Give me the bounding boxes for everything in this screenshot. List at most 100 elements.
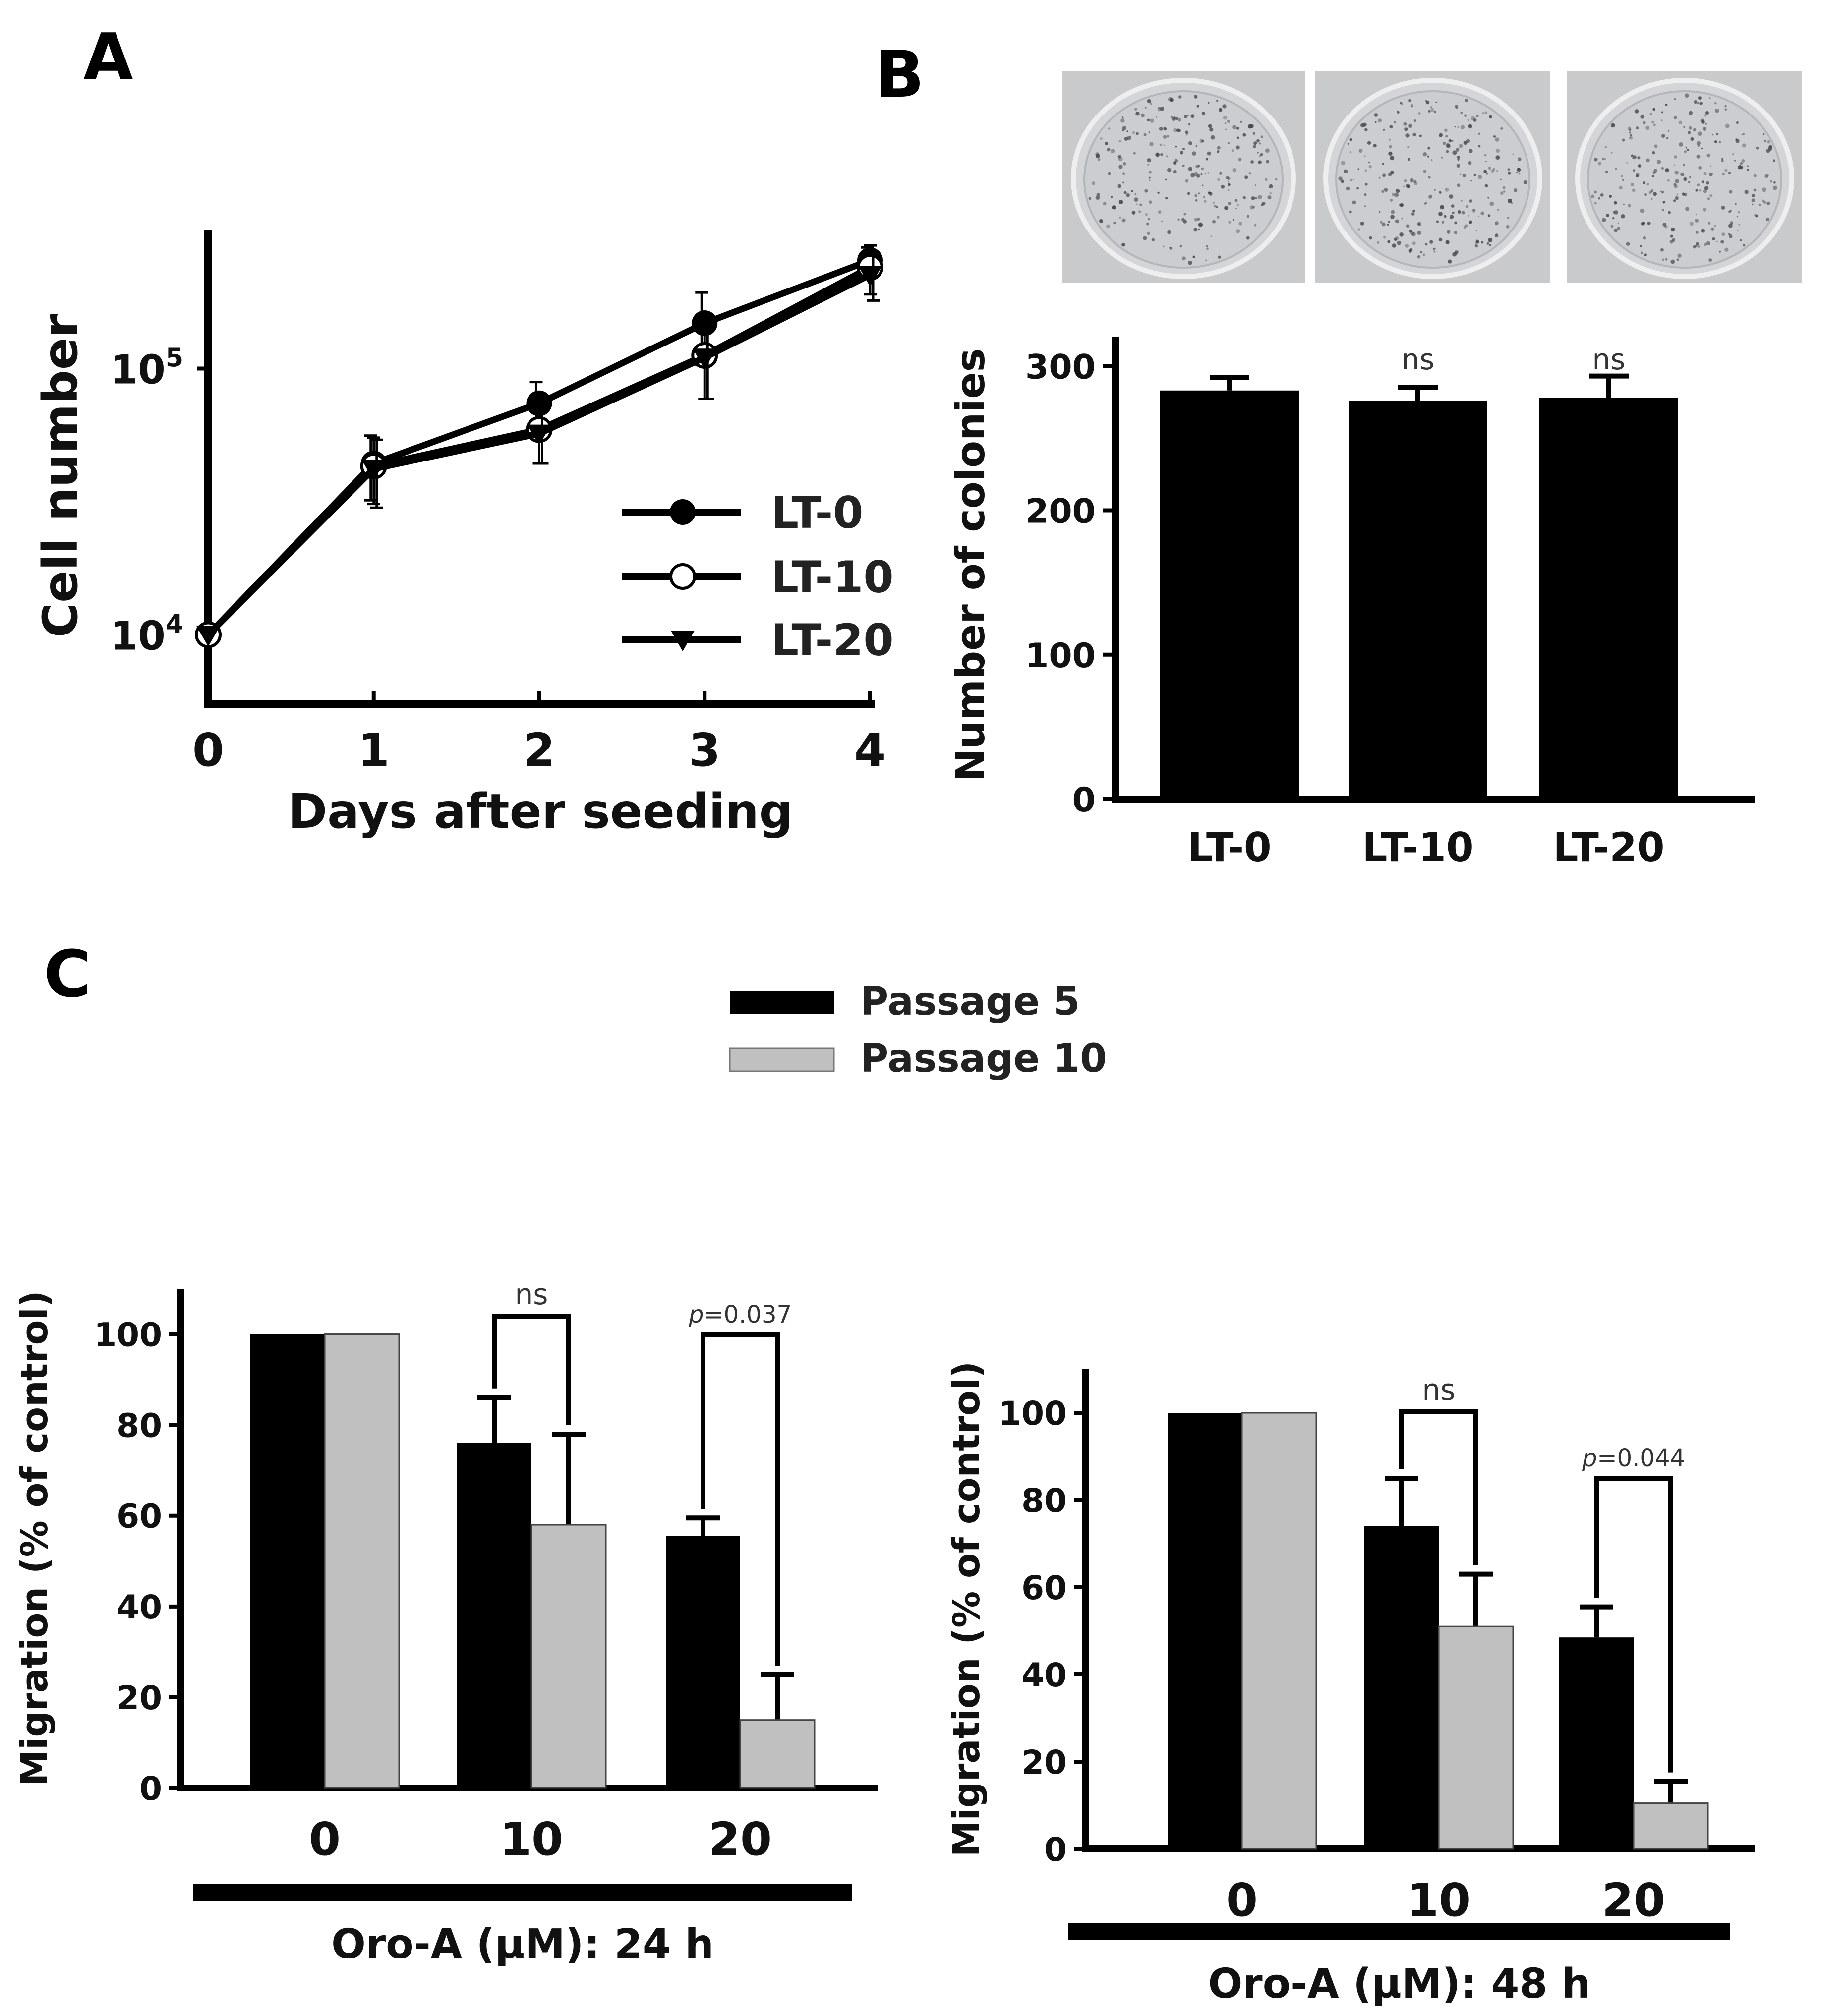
colony-dot <box>1670 259 1675 264</box>
dish-lt-0 <box>1062 71 1305 283</box>
colony-dot <box>1127 135 1132 140</box>
colony-dot <box>1451 204 1455 208</box>
colony-dot <box>1419 134 1422 137</box>
colony-dot <box>1650 198 1653 200</box>
colony-dot <box>1257 195 1262 199</box>
colony-dot <box>1430 108 1434 112</box>
colony-dot <box>1511 202 1513 205</box>
colony-dot <box>1143 133 1147 137</box>
colony-dot <box>1475 230 1477 231</box>
colony-dot <box>1762 199 1764 202</box>
colony-dot <box>1380 221 1383 224</box>
colony-dot <box>1600 193 1604 197</box>
colony-dot <box>1661 111 1663 114</box>
colony-dot <box>1491 170 1494 173</box>
colony-dot <box>1401 218 1403 220</box>
colony-dot <box>1389 125 1393 129</box>
colony-dot <box>1246 236 1250 240</box>
colony-dot <box>1149 179 1151 181</box>
colony-dot <box>1358 149 1363 153</box>
colony-dot <box>1157 108 1161 112</box>
colony-dot <box>1513 188 1518 192</box>
colony-dot <box>1611 123 1615 128</box>
colony-dot <box>1662 223 1667 227</box>
colony-dot <box>1732 153 1734 155</box>
colony-dot <box>1195 199 1198 202</box>
colony-dot <box>1673 183 1676 186</box>
colony-dot <box>1452 140 1454 142</box>
colony-dot <box>1593 190 1597 194</box>
y-tick-label: 200 <box>1025 492 1096 531</box>
colony-dot <box>1473 118 1477 122</box>
colony-dot <box>1261 203 1264 206</box>
colony-dot <box>1697 102 1700 105</box>
x-tick-label: LT-0 <box>1187 824 1271 870</box>
colony-dot <box>1703 172 1707 175</box>
colony-dot <box>1661 134 1665 138</box>
colony-dot <box>1628 204 1631 208</box>
colony-dot <box>1668 130 1670 132</box>
colony-dot <box>1444 128 1448 132</box>
colony-dot <box>1764 139 1767 142</box>
colony-dot <box>1445 240 1450 244</box>
colony-dot <box>1238 158 1242 162</box>
legend-passage: Passage 5 Passage 10 <box>729 979 1107 1081</box>
colony-dot <box>1227 142 1230 144</box>
colony-dot <box>1477 215 1480 218</box>
colony-dot <box>1224 206 1229 210</box>
colony-dot <box>1506 225 1510 229</box>
colony-dot <box>1216 100 1219 102</box>
colony-dot <box>1431 159 1433 161</box>
colony-dot <box>1461 211 1465 215</box>
legend-marker-lt-10 <box>669 563 696 590</box>
colony-dot <box>1507 216 1510 219</box>
colony-dot <box>1190 114 1195 118</box>
colony-dot <box>1741 159 1745 163</box>
significance-label: ns <box>1592 343 1626 376</box>
bar-passage-10-10 <box>530 1524 607 1789</box>
colony-dot <box>1158 107 1160 109</box>
colony-dot <box>1751 198 1755 202</box>
colony-dot <box>1405 244 1409 248</box>
colony-dot <box>1175 116 1178 120</box>
colony-dot <box>1665 168 1669 173</box>
colony-dot <box>1172 117 1175 121</box>
colony-dot <box>1389 145 1393 149</box>
colony-dot <box>1204 200 1207 203</box>
colony-dot <box>1695 214 1698 216</box>
colony-dot <box>1225 128 1227 130</box>
colony-dot <box>1665 258 1668 261</box>
colony-dot <box>1661 190 1664 194</box>
colony-dot <box>1447 230 1451 234</box>
colony-dot <box>1666 137 1669 139</box>
colony-dot <box>1275 178 1278 181</box>
colony-dot <box>1466 205 1469 208</box>
colony-dot <box>1341 179 1345 183</box>
colony-dot <box>1488 238 1493 242</box>
point-lt-20-day-1 <box>361 460 386 481</box>
colony-dot <box>1227 119 1231 123</box>
colony-dot <box>1253 141 1257 145</box>
colony-dot <box>1167 168 1172 173</box>
colony-dot <box>1441 156 1443 159</box>
colony-dot <box>1500 178 1502 180</box>
colony-dot <box>1633 155 1637 159</box>
colony-dot <box>1112 205 1116 210</box>
x-tick-label: 10 <box>1407 1874 1470 1927</box>
colony-dot <box>1659 190 1662 192</box>
colony-dot <box>1768 145 1772 149</box>
colony-dot <box>1394 237 1397 241</box>
colony-dot <box>1177 218 1180 221</box>
colony-dot <box>1438 237 1443 242</box>
colony-dot <box>1162 245 1165 247</box>
colony-dot <box>1660 248 1664 252</box>
colony-dot <box>1475 240 1479 244</box>
colony-dot <box>1762 187 1767 192</box>
colony-dot <box>1092 181 1096 185</box>
colony-dot <box>1457 156 1460 159</box>
colony-dot <box>1147 158 1151 163</box>
colony-dot <box>1423 170 1427 173</box>
colony-dot <box>1478 145 1481 148</box>
colony-dot <box>1166 155 1168 158</box>
colony-dot <box>1489 201 1494 206</box>
